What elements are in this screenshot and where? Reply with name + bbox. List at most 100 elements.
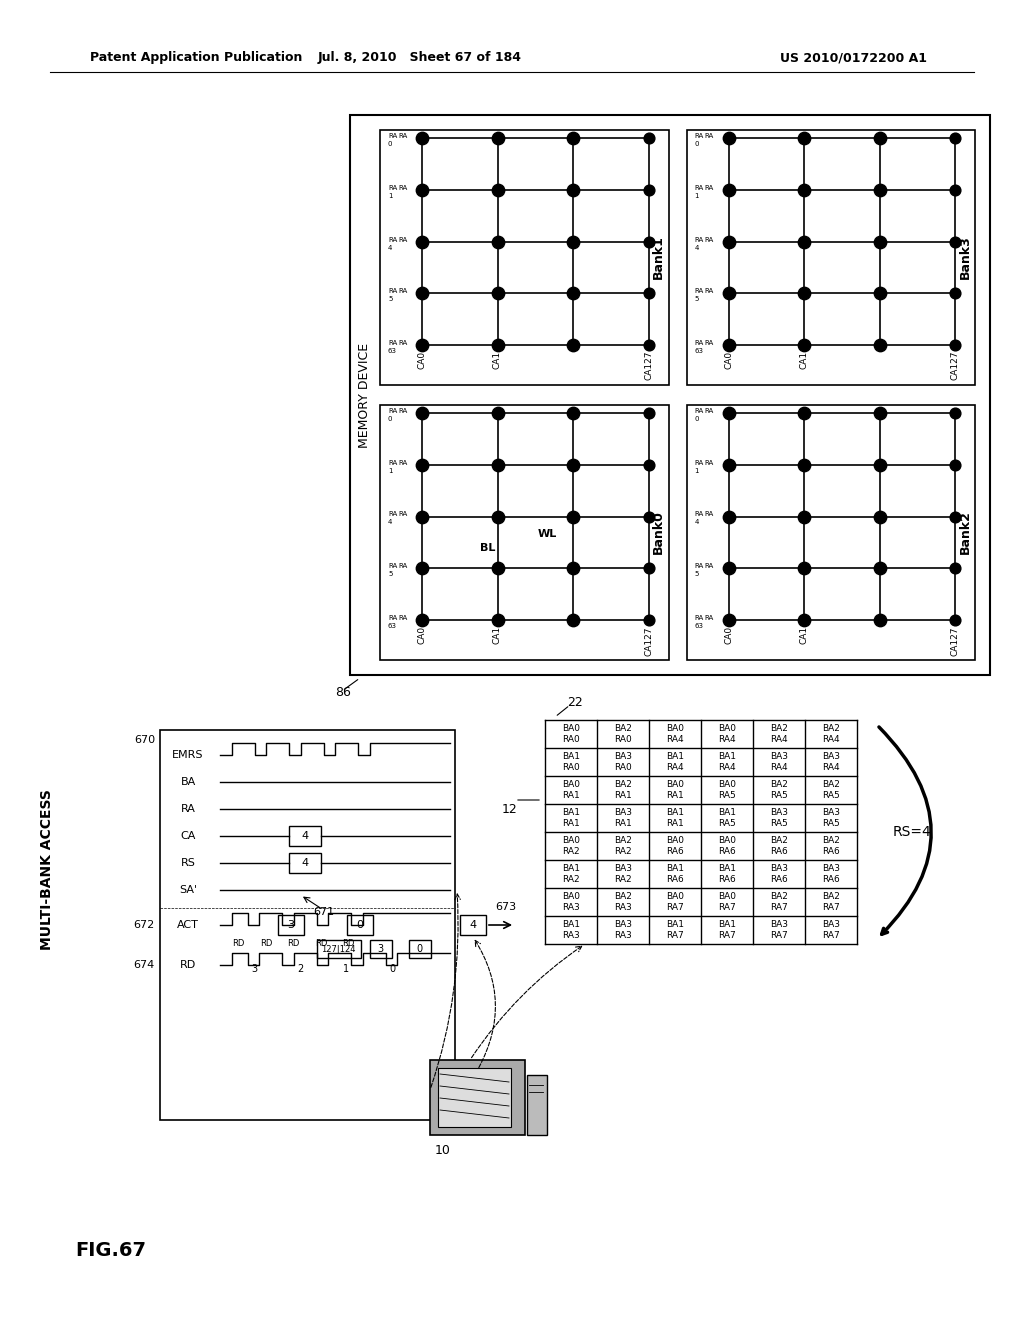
Point xyxy=(796,128,812,149)
Text: RA: RA xyxy=(398,615,408,620)
Text: Bank0: Bank0 xyxy=(652,511,665,554)
Point xyxy=(640,454,656,475)
Text: BA2
RA6: BA2 RA6 xyxy=(770,837,787,855)
Text: BA0
RA6: BA0 RA6 xyxy=(666,837,684,855)
Point xyxy=(640,180,656,201)
Text: RA: RA xyxy=(694,236,703,243)
Text: RA: RA xyxy=(388,564,397,569)
Text: RA: RA xyxy=(388,615,397,620)
Text: CA127: CA127 xyxy=(950,351,959,380)
Point xyxy=(871,282,888,304)
Point xyxy=(640,506,656,527)
Text: RA: RA xyxy=(388,288,397,294)
Bar xyxy=(438,1068,511,1127)
Point xyxy=(871,128,888,149)
Text: BA0
RA4: BA0 RA4 xyxy=(666,725,684,743)
Text: EMRS: EMRS xyxy=(172,750,204,760)
Text: BA0
RA1: BA0 RA1 xyxy=(562,780,580,800)
Point xyxy=(489,454,506,475)
Text: BA1
RA6: BA1 RA6 xyxy=(718,865,736,883)
Text: BA2
RA3: BA2 RA3 xyxy=(614,892,632,912)
Point xyxy=(565,231,582,252)
Text: RA: RA xyxy=(705,185,714,191)
Text: BA1
RA2: BA1 RA2 xyxy=(562,865,580,883)
Text: 5: 5 xyxy=(388,296,392,302)
Text: RA: RA xyxy=(398,459,408,466)
Text: Jul. 8, 2010   Sheet 67 of 184: Jul. 8, 2010 Sheet 67 of 184 xyxy=(318,51,522,65)
Text: RA: RA xyxy=(398,511,408,517)
Text: BA3
RA5: BA3 RA5 xyxy=(770,808,788,828)
Text: BA3
RA1: BA3 RA1 xyxy=(614,808,632,828)
Text: RA: RA xyxy=(694,288,703,294)
Text: BA0
RA4: BA0 RA4 xyxy=(718,725,736,743)
Text: RA: RA xyxy=(388,236,397,243)
Point xyxy=(720,128,736,149)
Text: BA3
RA0: BA3 RA0 xyxy=(614,752,632,772)
Text: BA2
RA7: BA2 RA7 xyxy=(822,892,840,912)
Bar xyxy=(527,1074,547,1135)
Text: 0: 0 xyxy=(417,944,423,954)
Text: BA2
RA4: BA2 RA4 xyxy=(822,725,840,743)
Text: 674: 674 xyxy=(134,960,155,970)
Point xyxy=(947,557,964,578)
Point xyxy=(871,610,888,631)
Text: BA3
RA5: BA3 RA5 xyxy=(822,808,840,828)
Point xyxy=(489,506,506,527)
Point xyxy=(947,506,964,527)
Text: SA': SA' xyxy=(179,884,197,895)
Text: CA: CA xyxy=(180,832,196,841)
Point xyxy=(871,506,888,527)
Text: BA1
RA6: BA1 RA6 xyxy=(666,865,684,883)
Text: BA3
RA6: BA3 RA6 xyxy=(770,865,788,883)
Text: BA1
RA4: BA1 RA4 xyxy=(718,752,736,772)
Point xyxy=(640,334,656,355)
Text: RD: RD xyxy=(232,939,245,948)
Text: CA1: CA1 xyxy=(800,351,809,370)
Text: RS=4: RS=4 xyxy=(893,825,932,840)
Point xyxy=(720,506,736,527)
Text: CA0: CA0 xyxy=(418,626,427,644)
Text: 670: 670 xyxy=(134,735,155,744)
Point xyxy=(565,334,582,355)
Text: 0: 0 xyxy=(388,141,392,147)
Text: 1: 1 xyxy=(694,467,699,474)
Point xyxy=(947,231,964,252)
Bar xyxy=(289,853,321,873)
Text: BA1
RA4: BA1 RA4 xyxy=(666,752,684,772)
Text: RA: RA xyxy=(388,459,397,466)
Text: RD: RD xyxy=(343,939,355,948)
Point xyxy=(796,180,812,201)
Point xyxy=(947,610,964,631)
Text: MULTI-BANK ACCESS: MULTI-BANK ACCESS xyxy=(40,789,54,950)
Text: RA: RA xyxy=(705,236,714,243)
Text: RA: RA xyxy=(694,341,703,346)
Bar xyxy=(726,411,882,622)
Point xyxy=(720,610,736,631)
Text: BA1
RA3: BA1 RA3 xyxy=(562,920,580,940)
Text: RA: RA xyxy=(694,408,703,414)
Bar xyxy=(430,1060,525,1135)
Text: BA2
RA2: BA2 RA2 xyxy=(614,837,632,855)
Point xyxy=(489,557,506,578)
Text: BA1
RA1: BA1 RA1 xyxy=(562,808,580,828)
Bar xyxy=(420,136,575,347)
Point xyxy=(871,403,888,424)
Point xyxy=(871,454,888,475)
Text: CA0: CA0 xyxy=(724,351,733,370)
Point xyxy=(796,334,812,355)
Text: RA: RA xyxy=(694,564,703,569)
Point xyxy=(414,454,430,475)
Bar xyxy=(726,136,882,347)
Point xyxy=(565,610,582,631)
Text: RA: RA xyxy=(694,511,703,517)
Text: BA0
RA7: BA0 RA7 xyxy=(666,892,684,912)
Text: RA: RA xyxy=(694,459,703,466)
Point xyxy=(947,180,964,201)
Text: RA: RA xyxy=(705,133,714,139)
Point xyxy=(414,128,430,149)
Point xyxy=(947,454,964,475)
Point xyxy=(414,403,430,424)
Text: 1: 1 xyxy=(388,193,392,199)
Point xyxy=(796,506,812,527)
Text: RA: RA xyxy=(388,341,397,346)
